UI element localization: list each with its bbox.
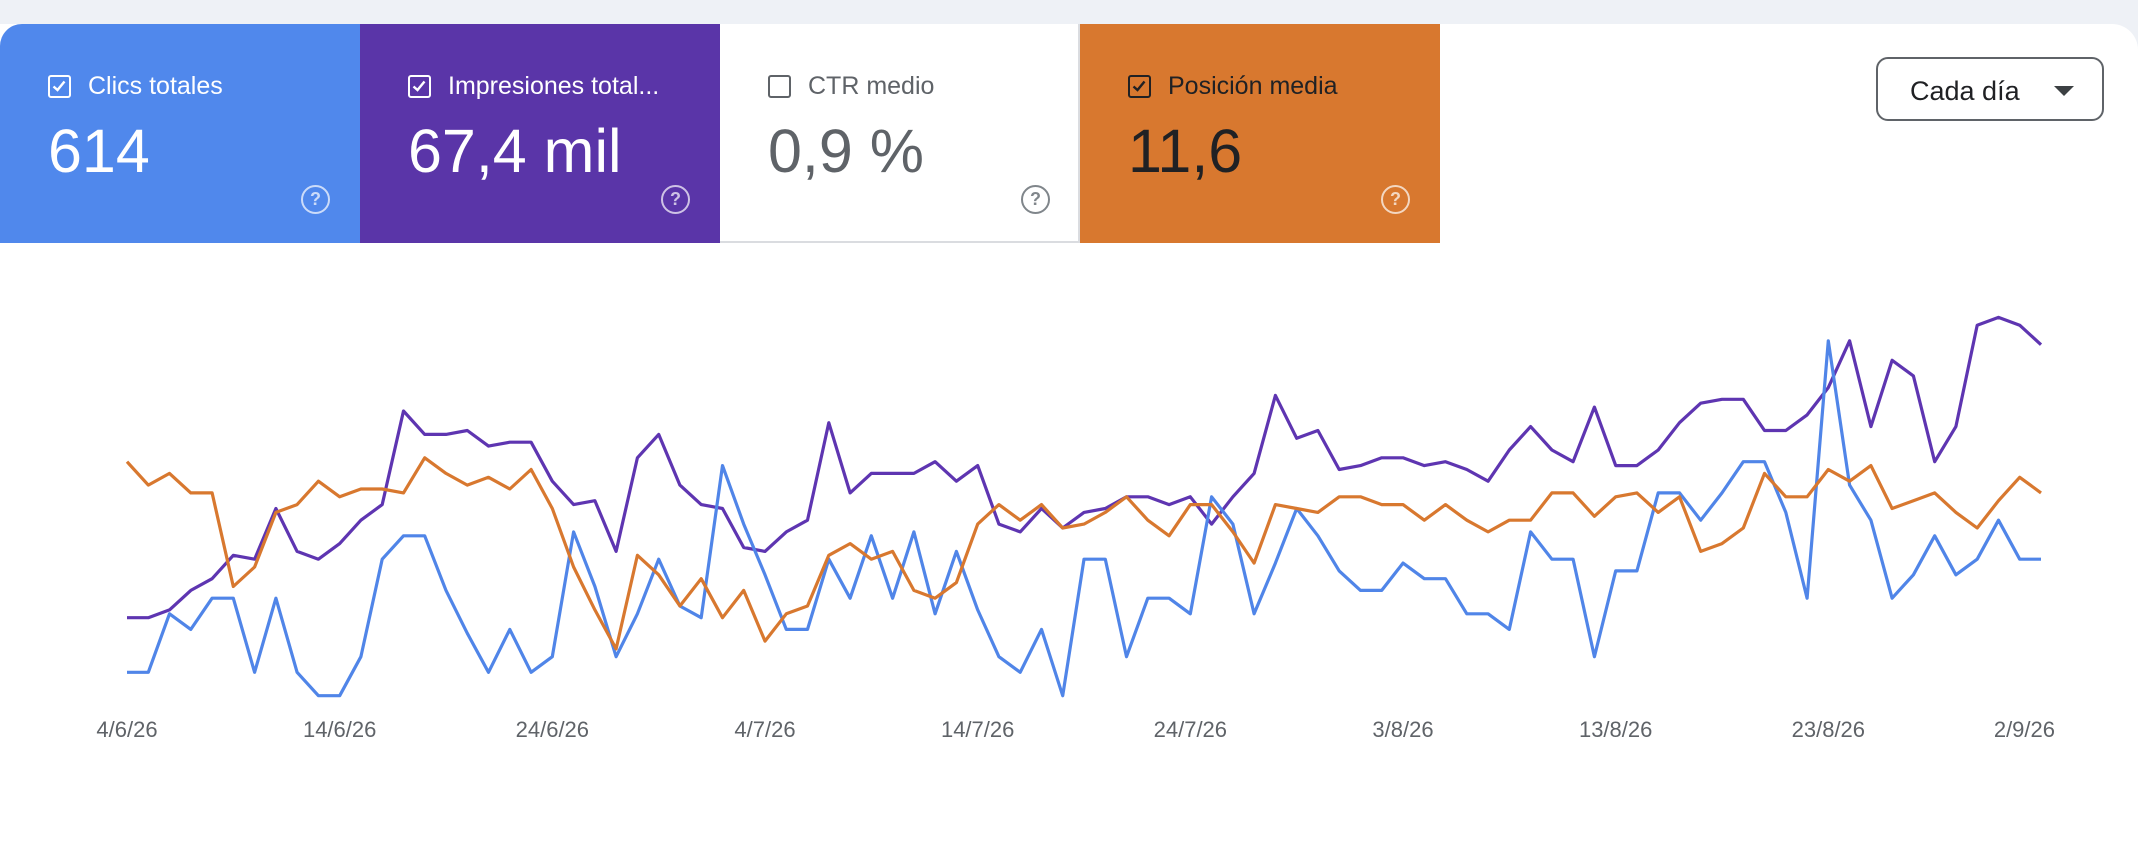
card-label: Posición media xyxy=(1168,72,1338,100)
card-value: 11,6 xyxy=(1128,117,1243,185)
series-line-posicion xyxy=(125,456,2042,651)
checkbox-checked[interactable] xyxy=(1128,75,1151,98)
x-tick-label: 24/6/26 xyxy=(516,717,589,742)
x-tick-label: 24/7/26 xyxy=(1154,717,1227,742)
help-icon[interactable]: ? xyxy=(1381,185,1410,214)
help-icon[interactable]: ? xyxy=(1021,185,1050,214)
checkbox-unchecked[interactable] xyxy=(768,75,791,98)
help-icon[interactable]: ? xyxy=(661,185,690,214)
checkbox-checked[interactable] xyxy=(408,75,431,98)
card-value: 614 xyxy=(48,117,150,185)
check-icon xyxy=(1132,80,1146,92)
x-tick-label: 4/6/26 xyxy=(96,717,157,742)
series-line-impresiones xyxy=(127,315,2043,620)
x-tick-label: 2/9/26 xyxy=(1994,717,2055,742)
series-line-clics xyxy=(127,339,2041,698)
x-tick-label: 13/8/26 xyxy=(1579,717,1652,742)
check-icon xyxy=(52,80,66,92)
card-label: CTR medio xyxy=(808,72,935,100)
card-value: 67,4 mil xyxy=(408,117,622,185)
card-total-clicks[interactable]: Clics totales 614 ? xyxy=(0,24,360,243)
performance-panel: Clics totales 614 ? Impresiones total...… xyxy=(0,24,2138,864)
card-average-position[interactable]: Posición media 11,6 ? xyxy=(1080,24,1440,243)
performance-line-chart: 4/6/26 14/6/26 24/6/26 4/7/26 14/7/26 24/7/26… xyxy=(96,315,2055,742)
x-tick-label: 14/6/26 xyxy=(303,717,376,742)
x-tick-label: 4/7/26 xyxy=(734,717,795,742)
checkbox-checked[interactable] xyxy=(48,75,71,98)
card-average-ctr[interactable]: CTR medio 0,9 % ? xyxy=(720,24,1080,243)
x-tick-label: 3/8/26 xyxy=(1372,717,1433,742)
card-value: 0,9 % xyxy=(768,117,924,185)
help-icon[interactable]: ? xyxy=(301,185,330,214)
granularity-dropdown[interactable]: Cada día xyxy=(1876,57,2104,121)
x-tick-label: 14/7/26 xyxy=(941,717,1014,742)
check-icon xyxy=(412,80,426,92)
card-total-impressions[interactable]: Impresiones total... 67,4 mil ? xyxy=(360,24,720,243)
caret-down-icon xyxy=(2054,86,2074,96)
x-tick-label: 23/8/26 xyxy=(1792,717,1865,742)
card-label: Impresiones total... xyxy=(448,72,660,100)
dropdown-label: Cada día xyxy=(1910,76,2020,106)
card-label: Clics totales xyxy=(88,72,223,100)
